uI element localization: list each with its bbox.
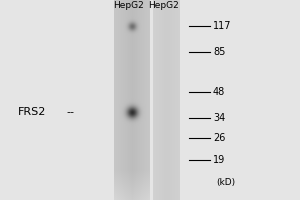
Text: HepG2: HepG2 [114,1,144,10]
Text: 19: 19 [213,155,225,165]
Text: 26: 26 [213,133,225,143]
Text: FRS2: FRS2 [18,107,46,117]
Text: --: -- [66,107,74,117]
Text: 117: 117 [213,21,232,31]
Text: HepG2: HepG2 [148,1,179,10]
Text: (kD): (kD) [216,178,235,186]
Text: 85: 85 [213,47,225,57]
Text: 34: 34 [213,113,225,123]
Text: 48: 48 [213,87,225,97]
